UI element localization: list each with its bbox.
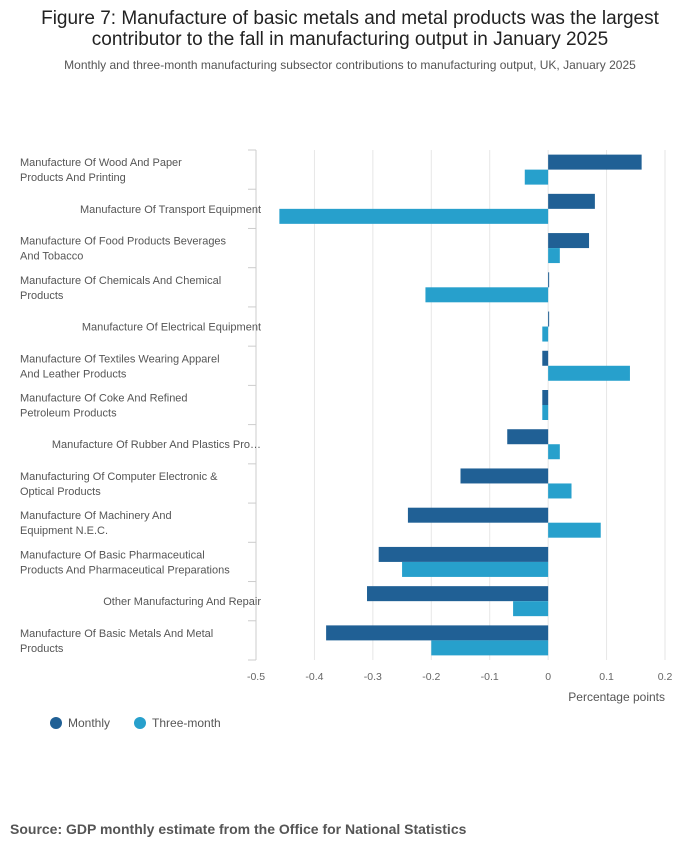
category-label-11: Other Manufacturing And Repair bbox=[103, 596, 261, 608]
bar-monthly-9 bbox=[407, 507, 549, 523]
category-label-line: Manufacture Of Machinery And bbox=[20, 510, 172, 522]
x-tick-label-6: 0.1 bbox=[599, 671, 614, 683]
bar-monthly-4 bbox=[548, 311, 550, 327]
source-note: Source: GDP monthly estimate from the Of… bbox=[10, 821, 467, 837]
category-label-line: Manufacture Of Textiles Wearing Apparel bbox=[20, 353, 220, 365]
category-label-line: Manufacture Of Wood And Paper bbox=[20, 157, 182, 169]
legend-swatch-monthly bbox=[50, 717, 62, 729]
x-tick-label-1: -0.4 bbox=[305, 671, 323, 683]
bar-three-month-4 bbox=[542, 326, 549, 342]
category-label-line: Manufacture Of Electrical Equipment bbox=[82, 322, 261, 334]
category-label-line: Manufacture Of Basic Metals And Metal bbox=[20, 628, 213, 640]
category-label-8: Manufacturing Of Computer Electronic & Op… bbox=[20, 471, 218, 498]
category-label-line: Manufacture Of Rubber And Plastics Pro… bbox=[52, 439, 261, 451]
category-label-10: Manufacture Of Basic Pharmaceutical Produ… bbox=[20, 549, 230, 576]
chart-title-line2: contributor to the fall in manufacturing… bbox=[91, 29, 609, 50]
category-label-line: Manufacture Of Basic Pharmaceutical bbox=[20, 549, 205, 561]
x-tick-label-2: -0.3 bbox=[364, 671, 382, 683]
legend-label-three-month: Three-month bbox=[152, 716, 221, 730]
x-tick-label-3: -0.2 bbox=[422, 671, 440, 683]
bar-monthly-3 bbox=[548, 272, 550, 288]
category-label-0: Manufacture Of Wood And Paper Products An… bbox=[20, 157, 182, 184]
bar-three-month-7 bbox=[548, 444, 560, 460]
category-label-line: Petroleum Products bbox=[20, 408, 117, 420]
category-label-line: Products bbox=[20, 643, 64, 655]
category-label-5: Manufacture Of Textiles Wearing Apparel A… bbox=[20, 353, 220, 380]
category-label-line: Other Manufacturing And Repair bbox=[103, 596, 261, 608]
category-label-line: Equipment N.E.C. bbox=[20, 525, 108, 537]
category-label-line: And Leather Products bbox=[20, 368, 127, 380]
bar-monthly-8 bbox=[460, 468, 549, 484]
bar-three-month-11 bbox=[513, 601, 549, 617]
bar-monthly-0 bbox=[548, 154, 642, 170]
category-label-6: Manufacture Of Coke And Refined Petroleum… bbox=[20, 393, 188, 420]
chart-subtitle: Monthly and three-month manufacturing su… bbox=[64, 58, 636, 72]
category-label-12: Manufacture Of Basic Metals And Metal Pro… bbox=[20, 628, 213, 655]
legend-swatch-three-month bbox=[134, 717, 147, 729]
bar-monthly-11 bbox=[367, 586, 549, 602]
bar-monthly-7 bbox=[507, 429, 549, 445]
category-label-line: Manufacture Of Chemicals And Chemical bbox=[20, 275, 221, 287]
category-label-7: Manufacture Of Rubber And Plastics Pro… bbox=[52, 439, 261, 451]
chart-title-line1: Figure 7: Manufacture of basic metals an… bbox=[41, 8, 659, 29]
legend-label-monthly: Monthly bbox=[68, 716, 111, 730]
category-label-line: Manufacture Of Coke And Refined bbox=[20, 393, 188, 405]
x-tick-label-4: -0.1 bbox=[481, 671, 499, 683]
bar-monthly-2 bbox=[548, 233, 590, 249]
category-label-line: Optical Products bbox=[20, 486, 101, 498]
category-label-line: Manufacture Of Transport Equipment bbox=[80, 204, 261, 216]
bar-three-month-9 bbox=[548, 522, 601, 538]
category-label-1: Manufacture Of Transport Equipment bbox=[80, 204, 261, 216]
bar-chart: Manufacture Of Wood And Paper Products An… bbox=[20, 149, 673, 704]
x-tick-label-0: -0.5 bbox=[247, 671, 265, 683]
category-label-line: Products And Pharmaceutical Preparations bbox=[20, 564, 230, 576]
category-label-line: Manufacture Of Food Products Beverages bbox=[20, 236, 227, 248]
category-label-9: Manufacture Of Machinery And Equipment N.… bbox=[20, 510, 172, 537]
bar-three-month-1 bbox=[279, 208, 549, 224]
bar-three-month-3 bbox=[425, 287, 549, 303]
bar-three-month-6 bbox=[542, 405, 549, 420]
category-label-line: Manufacturing Of Computer Electronic & bbox=[20, 471, 218, 483]
bar-monthly-1 bbox=[548, 193, 595, 209]
bar-three-month-2 bbox=[548, 248, 560, 264]
legend-item-monthly[interactable]: Monthly bbox=[50, 716, 110, 730]
bar-three-month-5 bbox=[548, 365, 630, 381]
bar-monthly-6 bbox=[542, 390, 549, 405]
bar-monthly-10 bbox=[378, 546, 549, 562]
category-label-line: Products bbox=[20, 290, 64, 302]
category-label-2: Manufacture Of Food Products Beverages An… bbox=[20, 236, 227, 263]
bar-three-month-0 bbox=[524, 169, 549, 185]
bar-three-month-12 bbox=[431, 640, 549, 656]
chart-title: Figure 7: Manufacture of basic metals an… bbox=[20, 8, 680, 50]
category-label-line: And Tobacco bbox=[20, 251, 83, 263]
x-axis-title: Percentage points bbox=[568, 690, 665, 704]
category-label-4: Manufacture Of Electrical Equipment bbox=[82, 322, 261, 334]
category-label-3: Manufacture Of Chemicals And Chemical Pro… bbox=[20, 275, 221, 302]
bar-monthly-5 bbox=[542, 350, 549, 366]
bar-three-month-8 bbox=[548, 483, 572, 499]
bar-monthly-12 bbox=[326, 625, 549, 641]
x-tick-label-5: 0 bbox=[545, 671, 551, 683]
bar-three-month-10 bbox=[402, 561, 549, 577]
x-tick-label-7: 0.2 bbox=[658, 671, 673, 683]
legend-item-three-month[interactable]: Three-month bbox=[134, 716, 221, 730]
category-label-line: Products And Printing bbox=[20, 172, 126, 184]
legend: Monthly Three-month bbox=[50, 716, 221, 730]
